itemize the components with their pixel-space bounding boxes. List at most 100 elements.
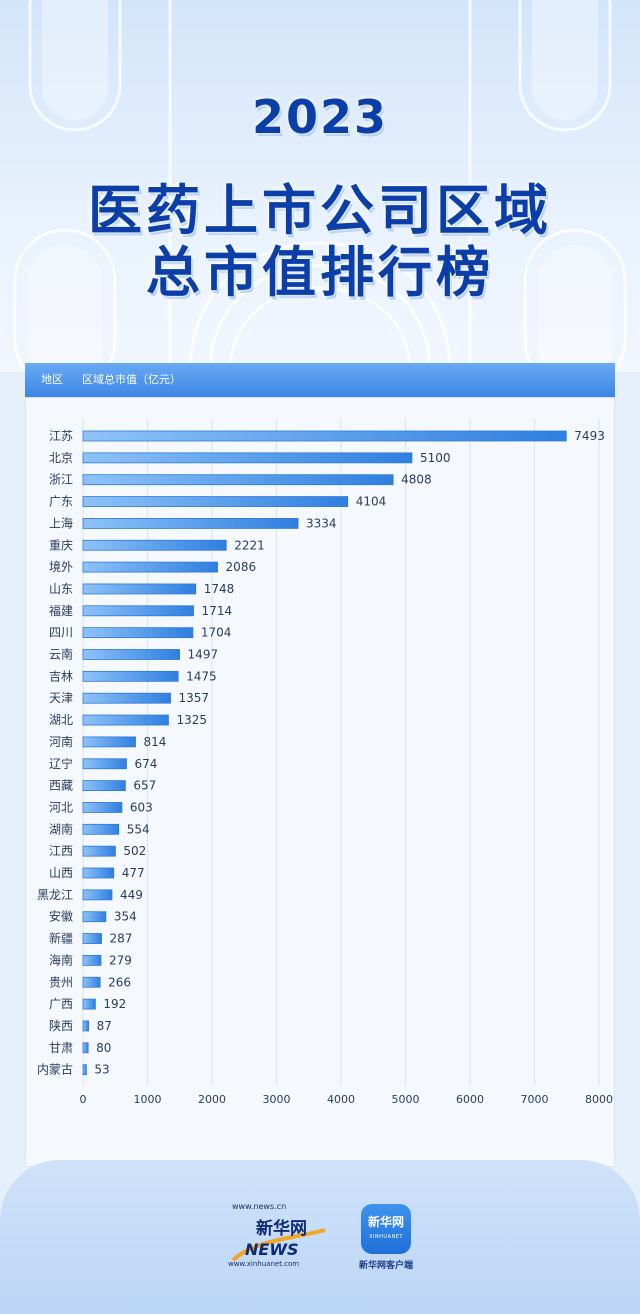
value-label: 87 (97, 1019, 112, 1033)
value-column-label: 区域总市值（亿元） (82, 373, 181, 386)
value-label: 7493 (574, 429, 605, 443)
title-sub: 总市值排行榜 (146, 241, 494, 304)
category-label: 吉林 (49, 669, 73, 683)
bar (82, 955, 102, 966)
category-label: 四川 (49, 626, 73, 640)
bar (82, 780, 126, 792)
bar (82, 474, 394, 486)
category-label: 北京 (49, 451, 73, 465)
bar (82, 605, 194, 617)
category-label: 山东 (49, 582, 73, 596)
bar (82, 823, 120, 835)
x-tick-label: 5000 (392, 1093, 420, 1106)
app-icon-sub: XINHUANET (369, 1234, 403, 1240)
value-label: 502 (123, 844, 146, 858)
category-label: 河北 (49, 800, 73, 814)
app-caption: 新华网客户端 (358, 1261, 413, 1271)
table-header-bar: 地区 区域总市值（亿元） (25, 363, 615, 397)
category-label: 福建 (49, 603, 73, 618)
value-label: 279 (109, 953, 132, 967)
app-icon[interactable]: 新华网 XINHUANET (361, 1204, 411, 1254)
category-label: 浙江 (49, 473, 73, 487)
bar (82, 561, 218, 573)
bar-chart: 江苏 7493 北京 5100 浙江 4808 广东 4104 上海 3334 重庆 2221 境外 20… (37, 419, 613, 1106)
x-tick-label: 7000 (521, 1093, 549, 1106)
value-label: 674 (134, 757, 157, 771)
category-label: 江西 (49, 844, 73, 858)
value-label: 4104 (356, 495, 387, 509)
category-label: 内蒙古 (37, 1062, 73, 1077)
bar (82, 627, 194, 639)
bar (82, 539, 227, 551)
news-logo-word: NEWS (245, 1240, 299, 1259)
x-tick-label: 8000 (585, 1093, 613, 1106)
category-label: 安徽 (49, 909, 73, 924)
category-label: 广东 (49, 495, 73, 509)
news-url-top: www.news.cn (232, 1202, 287, 1211)
value-label: 1475 (186, 669, 217, 683)
bar (82, 867, 115, 879)
bar (82, 845, 116, 857)
bar (82, 692, 171, 704)
value-label: 603 (130, 800, 153, 814)
category-label: 河南 (49, 734, 73, 749)
value-label: 1704 (201, 626, 232, 640)
value-label: 554 (127, 822, 150, 836)
category-label: 上海 (49, 515, 73, 530)
bar (82, 911, 107, 923)
bar (82, 736, 136, 748)
category-label: 重庆 (49, 538, 73, 552)
app-icon-name: 新华网 (367, 1215, 404, 1229)
x-tick-label: 2000 (198, 1093, 226, 1106)
value-label: 1714 (202, 604, 233, 618)
bar (82, 583, 197, 595)
bar (82, 496, 349, 507)
bar (82, 889, 113, 901)
bar (82, 1042, 89, 1054)
bar (82, 998, 96, 1010)
news-logo-swoosh (231, 1228, 326, 1262)
category-label: 海南 (49, 952, 73, 967)
bar (82, 976, 101, 988)
category-label: 江苏 (49, 429, 73, 443)
category-label: 陕西 (49, 1018, 73, 1033)
value-label: 477 (122, 866, 145, 880)
category-label: 辽宁 (49, 756, 73, 771)
category-label: 广西 (49, 997, 73, 1011)
category-label: 新疆 (49, 931, 73, 946)
news-logo-name: 新华网 (256, 1219, 307, 1239)
value-label: 1497 (188, 648, 219, 662)
category-label: 山西 (49, 866, 73, 880)
news-url-bottom: www.xinhuanet.com (228, 1260, 300, 1268)
bar (82, 802, 123, 813)
value-label: 5100 (420, 451, 451, 465)
value-label: 266 (108, 975, 131, 989)
x-tick-label: 6000 (456, 1093, 484, 1106)
x-tick-label: 4000 (327, 1093, 355, 1106)
category-label: 贵州 (49, 975, 73, 989)
header-banner: 2023 医药上市公司区域 总市值排行榜 (0, 0, 640, 372)
value-label: 1748 (204, 582, 235, 596)
value-label: 3334 (306, 516, 337, 530)
bar (82, 670, 179, 682)
category-label: 云南 (49, 647, 73, 662)
category-label: 境外 (49, 559, 73, 574)
bar (82, 1020, 90, 1032)
bar (82, 649, 180, 660)
category-label: 黑龙江 (37, 888, 73, 902)
title-year: 2023 (251, 90, 389, 144)
value-label: 449 (120, 888, 143, 902)
chart-panel: 江苏 7493 北京 5100 浙江 4808 广东 4104 上海 3334 重庆 2221 境外 20… (25, 397, 615, 1167)
bar (82, 452, 413, 464)
value-label: 2086 (226, 560, 257, 574)
value-label: 814 (144, 735, 167, 749)
bar (82, 518, 299, 529)
header-decoration (13, 0, 627, 372)
bar (82, 1064, 87, 1076)
x-tick-label: 3000 (263, 1093, 291, 1106)
value-label: 4808 (401, 473, 432, 487)
title-main: 医药上市公司区域 (88, 179, 552, 242)
region-column-label: 地区 (41, 373, 63, 386)
value-label: 192 (103, 997, 126, 1011)
x-tick-label: 0 (80, 1093, 87, 1106)
